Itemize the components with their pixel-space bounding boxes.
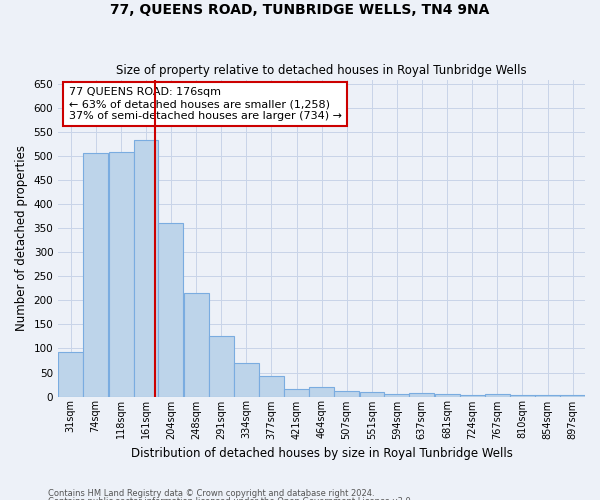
Bar [535,394,560,396]
Text: 77 QUEENS ROAD: 176sqm
← 63% of detached houses are smaller (1,258)
37% of semi-: 77 QUEENS ROAD: 176sqm ← 63% of detached… [69,88,342,120]
Bar [409,393,434,396]
Bar [284,389,309,396]
Bar [109,152,134,396]
Bar [58,352,83,397]
Bar [560,394,585,396]
X-axis label: Distribution of detached houses by size in Royal Tunbridge Wells: Distribution of detached houses by size … [131,447,512,460]
Bar [83,153,108,396]
Y-axis label: Number of detached properties: Number of detached properties [15,145,28,331]
Text: Contains HM Land Registry data © Crown copyright and database right 2024.: Contains HM Land Registry data © Crown c… [48,488,374,498]
Bar [435,394,460,396]
Bar [334,391,359,396]
Bar [158,222,184,396]
Text: 77, QUEENS ROAD, TUNBRIDGE WELLS, TN4 9NA: 77, QUEENS ROAD, TUNBRIDGE WELLS, TN4 9N… [110,2,490,16]
Bar [234,363,259,396]
Bar [134,140,158,396]
Bar [359,392,385,396]
Bar [485,394,509,396]
Bar [509,394,535,396]
Bar [385,394,409,396]
Bar [259,376,284,396]
Text: Contains public sector information licensed under the Open Government Licence v3: Contains public sector information licen… [48,497,413,500]
Bar [209,336,234,396]
Bar [184,294,209,397]
Bar [309,387,334,396]
Bar [460,394,485,396]
Title: Size of property relative to detached houses in Royal Tunbridge Wells: Size of property relative to detached ho… [116,64,527,77]
